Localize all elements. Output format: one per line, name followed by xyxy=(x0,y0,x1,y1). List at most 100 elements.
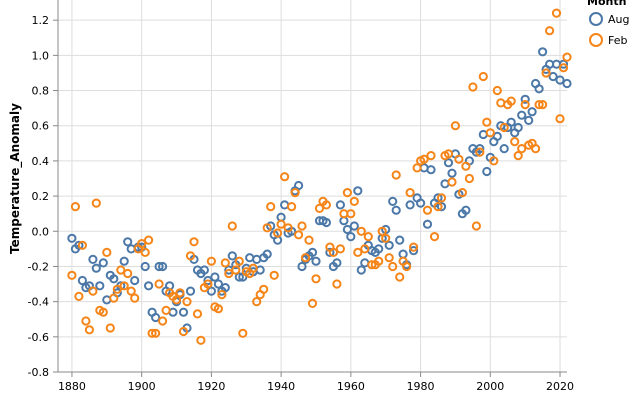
data-point xyxy=(67,270,77,280)
data-point xyxy=(391,170,401,180)
data-point xyxy=(374,256,384,266)
data-point xyxy=(374,244,384,254)
x-tick-label: 1980 xyxy=(407,380,435,393)
data-point xyxy=(325,247,335,257)
data-point xyxy=(151,328,161,338)
data-point xyxy=(105,323,115,333)
data-point xyxy=(123,237,133,247)
data-point xyxy=(457,188,467,198)
data-point xyxy=(74,240,84,250)
data-point xyxy=(88,286,98,296)
data-point xyxy=(485,128,495,138)
data-point xyxy=(475,144,485,154)
y-tick-label: -0.2 xyxy=(28,260,49,273)
data-point xyxy=(144,235,154,245)
data-point xyxy=(531,144,541,154)
data-point xyxy=(409,242,419,252)
data-point xyxy=(220,283,230,293)
data-point xyxy=(262,223,272,233)
data-point xyxy=(520,94,530,104)
data-point xyxy=(77,240,88,250)
data-point xyxy=(269,270,279,280)
data-point xyxy=(443,149,454,159)
data-point xyxy=(130,293,140,303)
data-point xyxy=(335,200,345,210)
x-tick-label: 1960 xyxy=(337,380,365,393)
data-point xyxy=(332,258,342,268)
data-point xyxy=(161,305,171,315)
data-point xyxy=(321,200,331,210)
data-point xyxy=(171,295,182,305)
data-point xyxy=(280,172,290,182)
data-point xyxy=(74,291,84,301)
data-point xyxy=(238,328,248,338)
data-point xyxy=(513,151,523,161)
data-point xyxy=(538,47,548,57)
data-point xyxy=(335,244,345,254)
data-point xyxy=(231,265,241,275)
data-point xyxy=(144,281,154,291)
data-point xyxy=(433,202,443,212)
data-point xyxy=(81,316,91,326)
data-point xyxy=(328,247,338,257)
data-point xyxy=(346,209,356,219)
y-tick-label: 1.0 xyxy=(32,49,50,62)
data-point xyxy=(273,228,283,238)
data-point xyxy=(140,261,150,272)
data-point xyxy=(290,188,300,198)
data-point xyxy=(562,78,572,89)
data-point xyxy=(506,96,516,106)
data-point xyxy=(88,254,98,264)
data-point xyxy=(356,265,366,275)
x-tick-label: 2000 xyxy=(476,380,504,393)
y-tick-label: 0.2 xyxy=(32,190,50,203)
y-tick-label: -0.4 xyxy=(28,296,49,309)
data-point xyxy=(360,244,370,254)
data-point xyxy=(426,151,436,161)
data-point xyxy=(175,288,185,298)
data-point xyxy=(140,247,150,257)
data-point xyxy=(77,275,88,286)
data-point xyxy=(119,281,129,291)
data-point xyxy=(517,110,527,120)
data-point xyxy=(297,261,307,272)
data-point xyxy=(405,188,415,198)
data-point xyxy=(402,261,412,272)
data-point xyxy=(252,297,262,307)
data-point xyxy=(412,163,422,173)
data-point xyxy=(384,240,394,250)
data-point xyxy=(395,235,405,245)
data-point xyxy=(419,154,429,164)
data-point xyxy=(548,71,558,82)
data-point xyxy=(517,144,527,154)
data-point xyxy=(342,224,352,235)
y-tick-label: 0.4 xyxy=(32,155,50,168)
data-point xyxy=(266,202,276,212)
data-point xyxy=(422,205,433,215)
y-tick-label: 0.8 xyxy=(32,85,50,98)
data-point xyxy=(227,221,237,231)
data-point xyxy=(353,186,363,196)
data-point xyxy=(510,137,520,147)
data-point xyxy=(234,256,244,266)
data-point xyxy=(178,307,189,317)
data-point xyxy=(192,309,203,319)
data-point xyxy=(342,188,352,198)
data-point xyxy=(562,52,572,62)
data-point xyxy=(468,82,478,92)
x-tick-label: 1940 xyxy=(267,380,295,393)
legend-title: Month xyxy=(587,0,626,8)
x-tick-label: 1880 xyxy=(58,380,86,393)
data-point xyxy=(70,202,81,212)
data-point xyxy=(436,193,447,203)
data-point xyxy=(381,233,391,243)
data-point xyxy=(220,258,230,268)
data-point xyxy=(130,275,140,286)
data-point xyxy=(454,154,464,164)
legend-symbol xyxy=(589,33,603,47)
y-axis-ticks: -0.8 -0.6 -0.4 -0.2 0.0 0.2 0.4 0.6 0.8 1.0 1.2 xyxy=(28,14,58,379)
data-point xyxy=(224,268,234,279)
axes xyxy=(57,0,567,373)
data-point xyxy=(395,272,405,282)
